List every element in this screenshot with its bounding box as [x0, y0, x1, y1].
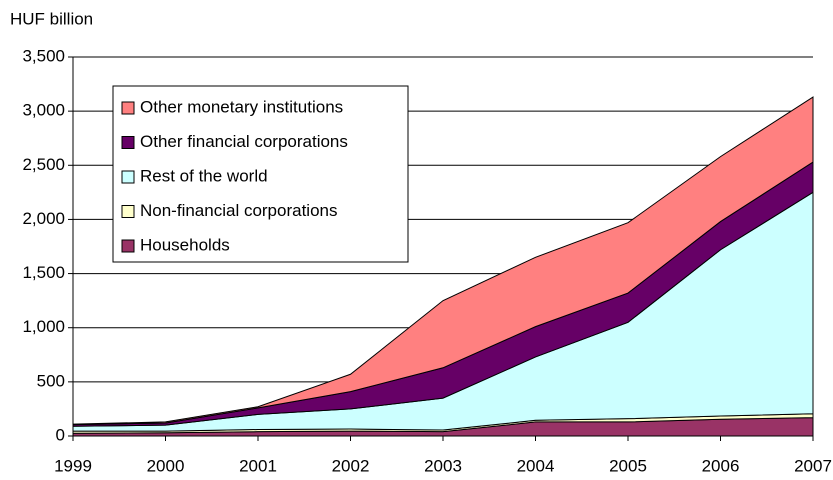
- area: [72, 96, 814, 426]
- y-tick-label: 500: [37, 371, 65, 390]
- y-tick-label: 1,500: [22, 263, 65, 282]
- legend-label: Other financial corporations: [140, 132, 348, 151]
- x-tick-label: 2001: [239, 456, 277, 475]
- x-tick-label: 2000: [147, 456, 185, 475]
- legend-label: Rest of the world: [140, 166, 268, 185]
- y-tick-label: 2,500: [22, 155, 65, 174]
- legend-label: Non-financial corporations: [140, 201, 338, 220]
- x-tick-label: 2004: [517, 456, 555, 475]
- legend: [112, 85, 409, 263]
- y-tick-label: 1,000: [22, 317, 65, 336]
- legend-label: Other monetary institutions: [140, 97, 343, 116]
- x-tick-label: 2005: [609, 456, 647, 475]
- y-axis-label: HUF billion: [10, 9, 93, 28]
- y-tick-label: 3,500: [22, 46, 65, 65]
- x-tick-label: 2002: [332, 456, 370, 475]
- x-tick-label: 2007: [794, 456, 832, 475]
- legend-label: Households: [140, 235, 230, 254]
- y-tick-label: 0: [56, 425, 65, 444]
- y-tick-label: 2,000: [22, 209, 65, 228]
- x-tick-label: 1999: [54, 456, 92, 475]
- x-tick-label: 2006: [702, 456, 740, 475]
- legend-swatch: [121, 205, 135, 218]
- legend-swatch: [121, 101, 135, 115]
- legend-swatch: [121, 239, 135, 253]
- y-tick-label: 3,000: [22, 101, 65, 120]
- legend-swatch: [121, 136, 135, 149]
- legend-swatch: [121, 170, 135, 184]
- x-tick-label: 2003: [424, 456, 462, 475]
